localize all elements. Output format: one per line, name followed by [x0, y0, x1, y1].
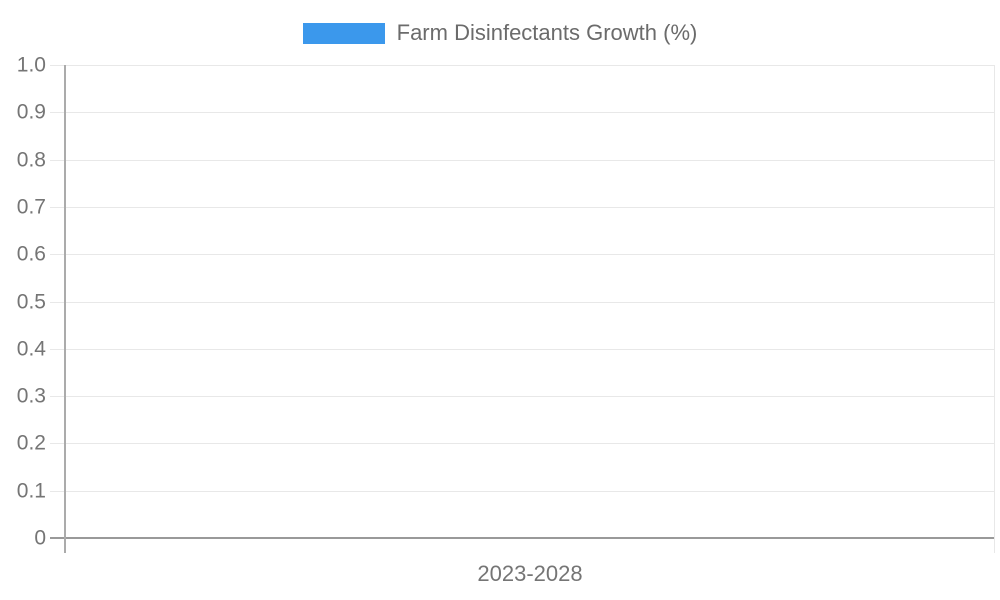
gridline-0.5	[50, 301, 995, 303]
y-tick-label: 0.5	[16, 290, 46, 313]
gridline-1.0	[50, 65, 995, 66]
y-tick-label: 0.9	[16, 100, 46, 124]
gridline-0.4	[50, 348, 995, 350]
gridline-0.6	[50, 254, 995, 256]
y-axis-line	[64, 65, 66, 553]
gridline-0.2	[50, 443, 995, 445]
plot-area	[50, 65, 995, 553]
y-tick-label: 0.1	[16, 479, 46, 503]
x-axis-label: 2023-2028	[477, 561, 583, 586]
legend-item[interactable]: Farm Disinfectants Growth (%)	[0, 20, 1000, 46]
y-tick-label: 0	[34, 526, 46, 550]
y-tick-label: 0.7	[16, 195, 46, 219]
gridline-0.8	[50, 159, 995, 161]
right-boundary-gridline	[994, 65, 995, 553]
gridline-0.9	[50, 112, 995, 114]
legend-swatch	[302, 22, 385, 44]
zero-baseline	[50, 537, 995, 539]
gridline-0.1	[50, 490, 995, 492]
y-tick-label: 0.8	[16, 148, 46, 172]
y-tick-label: 0.3	[16, 384, 46, 408]
y-tick-label: 0.6	[16, 242, 46, 266]
y-tick-label: 0.4	[16, 337, 46, 361]
y-axis-tick-labels: 1.0 0.9 0.8 0.7 0.6 0.5 0.4 0.3 0.2 0.1 …	[0, 55, 46, 549]
gridline-0.3	[50, 396, 995, 398]
y-tick-label: 0.2	[16, 431, 46, 455]
gridline-0.7	[50, 206, 995, 208]
y-tick-label: 1.0	[16, 53, 46, 77]
legend-label: Farm Disinfectants Growth (%)	[396, 20, 698, 45]
